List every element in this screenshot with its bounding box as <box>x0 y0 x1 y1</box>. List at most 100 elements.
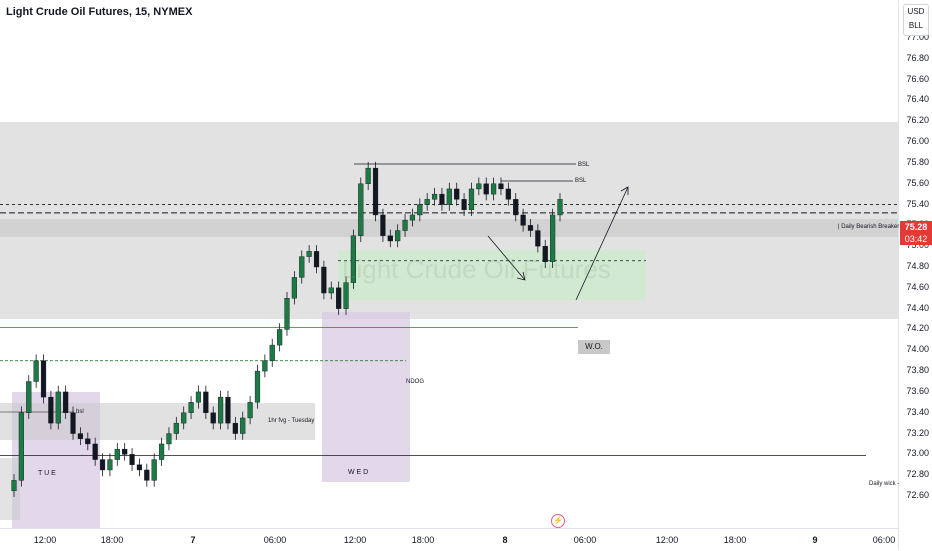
candle-body <box>85 438 91 445</box>
candle-body <box>144 469 150 481</box>
price-tick-label: 74.40 <box>906 302 929 313</box>
current-price-tag: 75.28 03:42 <box>900 221 932 245</box>
price-tick-label: 73.20 <box>906 427 929 438</box>
candle-body <box>217 396 224 424</box>
candle-body <box>550 214 556 262</box>
candle-body <box>402 219 408 231</box>
candle-body <box>424 199 430 205</box>
candle-body <box>173 422 179 434</box>
candle-body <box>277 329 283 346</box>
candle-body <box>225 396 231 424</box>
ndog-label: NDOG <box>406 379 424 385</box>
candle-body <box>483 183 489 195</box>
time-tick-label: 12:00 <box>343 535 367 545</box>
currency-unit-button[interactable]: USD BLL <box>903 4 929 36</box>
up-arrow-head <box>620 186 629 195</box>
candle-body <box>343 282 349 309</box>
bar-countdown: 03:42 <box>904 234 928 244</box>
candle-body <box>291 277 297 299</box>
candle-body <box>476 183 482 190</box>
candle-body <box>513 199 519 216</box>
candle-body <box>372 167 379 216</box>
candle-body <box>350 235 357 283</box>
time-tick-label: 18:00 <box>411 535 435 545</box>
candle-body <box>107 459 113 471</box>
price-tick-label: 73.80 <box>906 365 929 376</box>
candle-body <box>195 391 202 403</box>
chart-title: Light Crude Oil Futures, 15, NYMEX <box>6 6 193 18</box>
candle-body <box>454 188 460 200</box>
candle-body <box>158 443 165 460</box>
price-tick-label: 74.00 <box>906 344 929 355</box>
down-arrow <box>487 235 526 281</box>
breaker-band <box>0 219 898 237</box>
candle-body <box>18 412 24 481</box>
symbol-watermark: Light Crude Oil Futures <box>342 254 611 284</box>
price-tick-label: 73.60 <box>906 385 929 396</box>
candle-body <box>321 266 327 294</box>
candle-body <box>387 235 393 242</box>
candle-body <box>240 417 246 434</box>
candle-body <box>188 402 194 413</box>
lightning-icon[interactable]: ⚡ <box>551 514 565 528</box>
candle-body <box>535 230 541 247</box>
candle-body <box>299 256 305 278</box>
candle-body <box>328 287 334 294</box>
currency-label: USD <box>907 7 925 16</box>
price-tick-label: 75.80 <box>906 156 929 167</box>
candle-body <box>417 204 423 216</box>
price-chart[interactable] <box>0 0 898 528</box>
down-arrow-head <box>516 271 526 281</box>
candle-body <box>262 360 268 372</box>
wo-label: W.O. <box>578 340 610 354</box>
candle-body <box>557 199 563 216</box>
candle-body <box>468 188 475 210</box>
time-tick-label: 12:00 <box>655 535 679 545</box>
time-tick-label: 18:00 <box>723 535 747 545</box>
candle-body <box>210 412 216 424</box>
candle-body <box>254 370 261 403</box>
candle-body <box>520 214 526 226</box>
candle-body <box>55 391 61 424</box>
price-tick-label: 72.60 <box>906 490 929 500</box>
price-tick-label: 76.20 <box>906 115 929 126</box>
price-tick-label: 76.80 <box>906 52 929 63</box>
candle-body <box>247 402 253 419</box>
time-axis[interactable]: 12:00 18:00 7 06:00 12:00 18:00 8 06:00 12:00 18:… <box>0 528 898 551</box>
candle-body <box>129 454 135 465</box>
candle-body <box>40 360 47 398</box>
fvg-label: 1hr fvg - Tuesday <box>268 418 315 424</box>
candle-body <box>498 183 504 190</box>
candle-body <box>306 251 312 257</box>
candle-body <box>99 459 106 471</box>
candle-body <box>505 188 511 200</box>
candle-body <box>284 298 290 330</box>
price-tick-label: 76.00 <box>906 136 929 147</box>
bsl-top-label: BSL <box>578 162 590 168</box>
candle-body <box>166 433 172 445</box>
time-tick-label: 06:00 <box>573 535 597 545</box>
candle-body <box>380 214 386 236</box>
price-tick-label: 77.00 <box>906 32 929 42</box>
candle-body <box>461 199 467 210</box>
candle-body <box>77 433 84 439</box>
time-tick-label: 7 <box>190 535 196 545</box>
price-tick-label: 76.60 <box>906 73 929 84</box>
candle-body <box>439 193 445 205</box>
price-axis[interactable]: 77.00 76.80 76.60 76.40 76.20 76.00 75.80 75.60… <box>898 0 932 550</box>
candle-body <box>33 360 39 382</box>
candle-body <box>26 381 32 413</box>
price-tick-label: 73.00 <box>906 448 929 459</box>
candle-body <box>336 287 342 309</box>
candle-body <box>431 193 438 200</box>
time-tick-label: 06:00 <box>263 535 287 545</box>
candle-body <box>136 464 143 471</box>
unit-label: BLL <box>908 21 924 30</box>
candle-body <box>122 448 128 455</box>
price-tick-label: 75.60 <box>906 177 929 188</box>
bsl-second-label: BSL <box>575 178 587 184</box>
candle-body <box>446 188 452 205</box>
candle-body <box>151 459 157 481</box>
candle-body <box>365 167 371 184</box>
candle-body <box>269 344 275 361</box>
